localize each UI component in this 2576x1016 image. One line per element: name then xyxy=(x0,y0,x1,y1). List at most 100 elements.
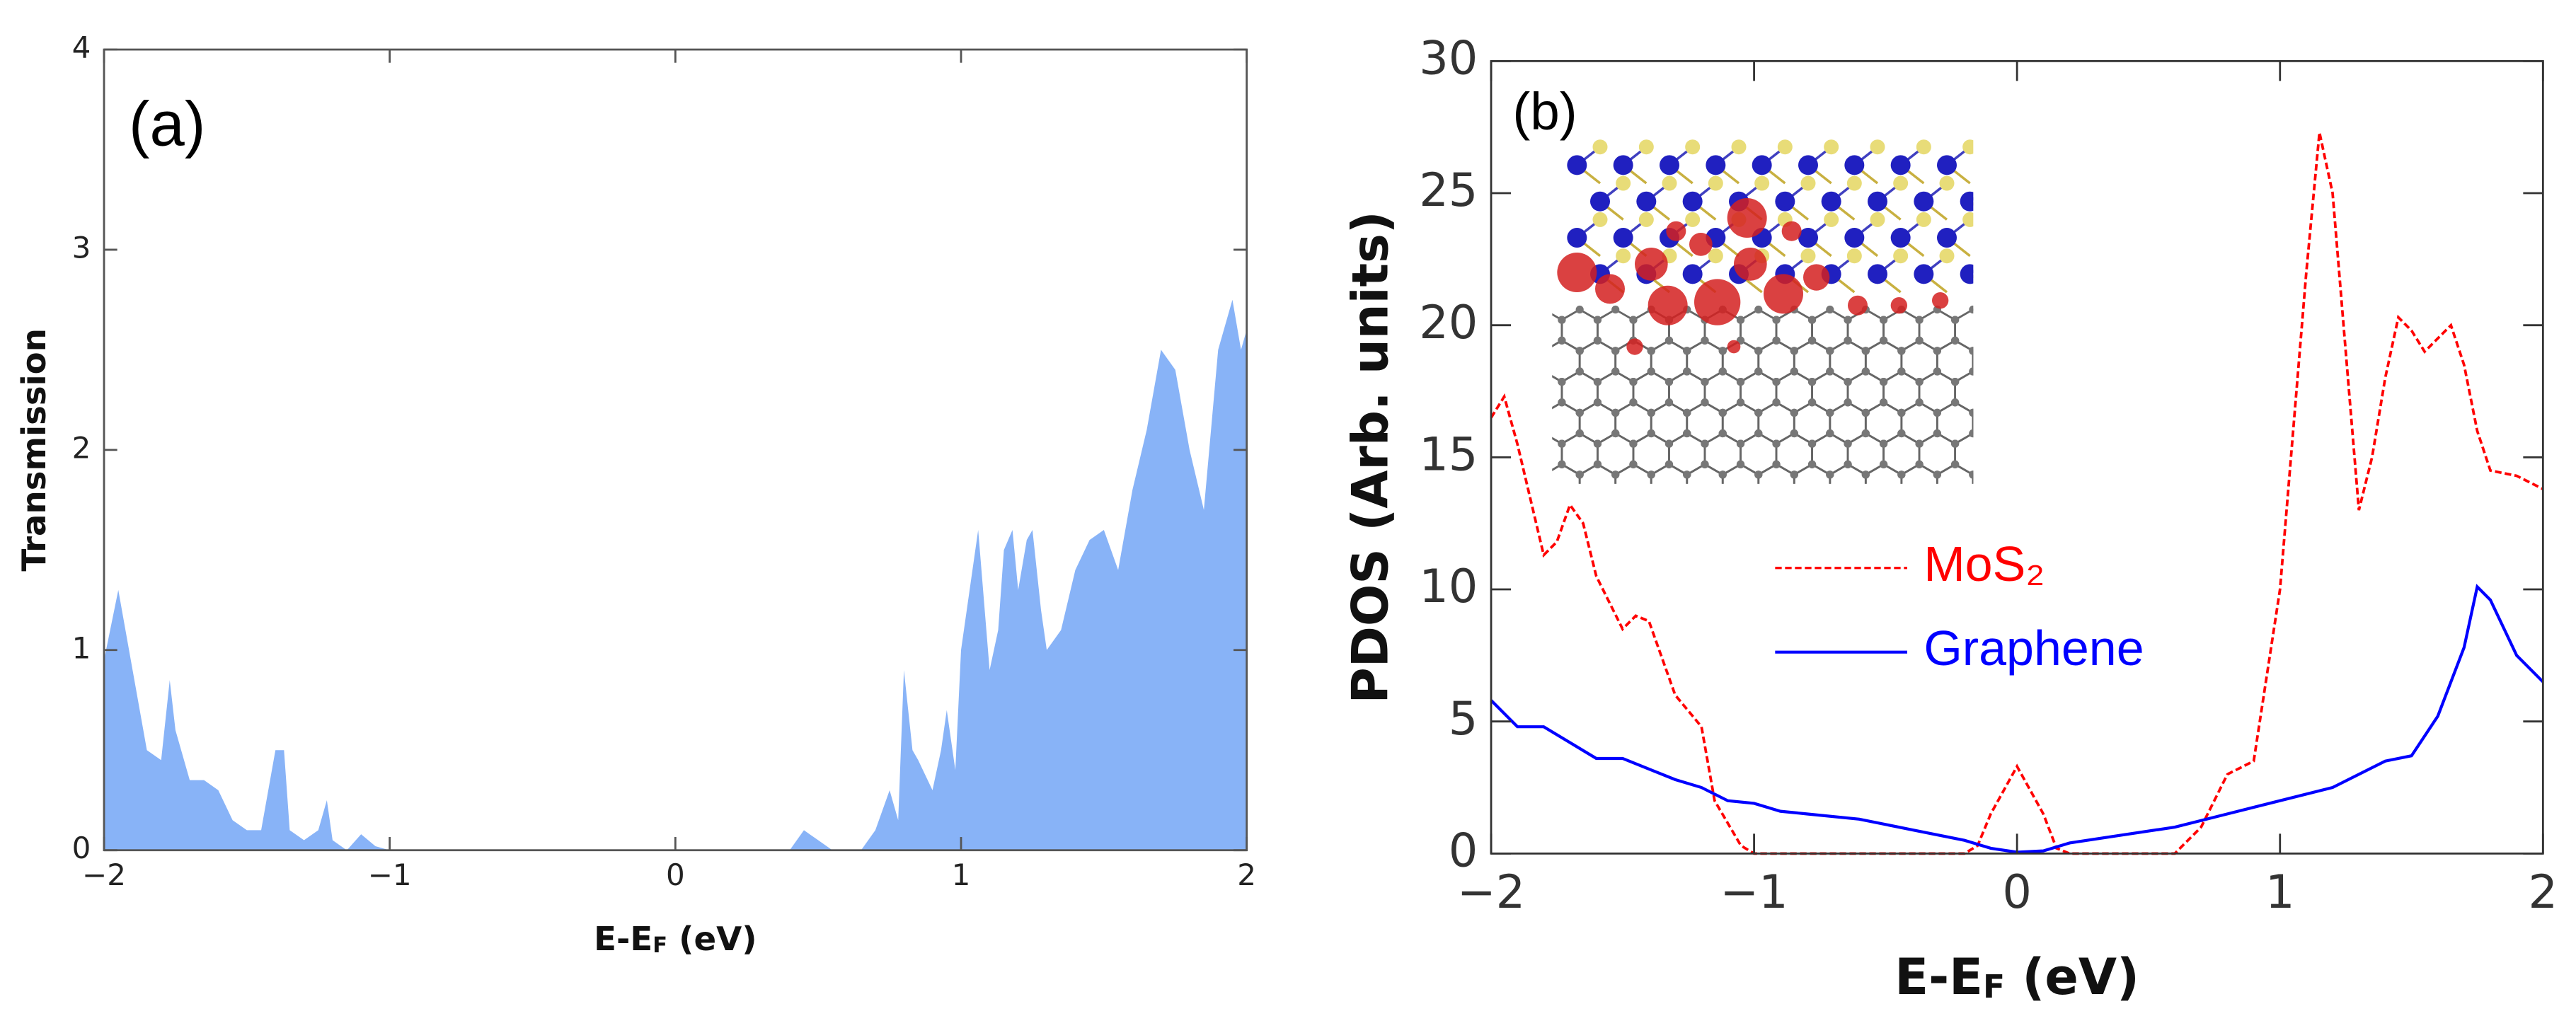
carbon-atom xyxy=(1772,398,1781,407)
charge-density xyxy=(1557,253,1597,293)
charge-density xyxy=(1727,340,1741,354)
mo-atom xyxy=(1890,155,1911,175)
carbon-atom xyxy=(1736,398,1745,407)
sulfur-atom xyxy=(1846,175,1862,191)
sulfur-atom xyxy=(1616,175,1631,191)
charge-density xyxy=(1932,292,1949,309)
carbon-atom xyxy=(1915,398,1924,407)
carbon-atom xyxy=(1772,316,1781,324)
charge-density xyxy=(1666,221,1686,241)
carbon-atom xyxy=(1593,316,1602,324)
carbon-atom xyxy=(1611,408,1620,417)
sulfur-atom xyxy=(1592,139,1608,155)
carbon-atom xyxy=(1629,378,1638,386)
carbon-atom xyxy=(1718,471,1727,479)
charge-density xyxy=(1689,233,1713,256)
carbon-atom xyxy=(1754,367,1763,376)
sulfur-atom xyxy=(1708,248,1723,264)
sulfur-atom xyxy=(1592,212,1608,227)
mo-atom xyxy=(1844,228,1865,248)
carbon-atom xyxy=(1718,367,1727,376)
charge-density xyxy=(1764,274,1803,314)
charge-density xyxy=(1890,297,1907,314)
sulfur-atom xyxy=(1731,139,1747,155)
carbon-atom xyxy=(1844,398,1852,407)
sulfur-atom xyxy=(1916,139,1931,155)
charge-density xyxy=(1781,221,1802,241)
carbon-atom xyxy=(1664,378,1674,386)
carbon-atom xyxy=(1772,336,1781,345)
carbon-atom xyxy=(1772,378,1781,386)
sulfur-atom xyxy=(1754,175,1770,191)
carbon-atom xyxy=(1790,367,1798,376)
sulfur-atom xyxy=(1824,212,1839,227)
x-tick-label: −1 xyxy=(368,858,412,892)
mo-atom xyxy=(1914,191,1934,212)
carbon-atom xyxy=(1754,305,1763,314)
carbon-atom xyxy=(1790,347,1798,355)
x-axis-label: E-EF (eV) xyxy=(594,920,757,959)
mo-atom xyxy=(1798,228,1818,248)
carbon-atom xyxy=(1879,378,1888,386)
carbon-atom xyxy=(1861,429,1870,438)
charge-density xyxy=(1848,295,1868,316)
carbon-atom xyxy=(1933,471,1941,479)
sulfur-atom xyxy=(1685,139,1701,155)
carbon-atom xyxy=(1969,429,1974,438)
carbon-atom xyxy=(1969,347,1974,355)
x-axis-label-part: F xyxy=(652,933,667,958)
legend-label: MoS₂ xyxy=(1924,536,2045,591)
carbon-atom xyxy=(1701,336,1709,345)
mo-atom xyxy=(1590,191,1610,212)
legend-label: Graphene xyxy=(1924,620,2144,676)
carbon-atom xyxy=(1844,336,1852,345)
carbon-atom xyxy=(1629,398,1638,407)
carbon-atom xyxy=(1879,336,1888,345)
carbon-atom xyxy=(1647,471,1655,479)
x-tick-label: 1 xyxy=(952,858,971,892)
carbon-atom xyxy=(1807,398,1817,407)
mo-atom xyxy=(1752,155,1772,175)
x-tick-label: 2 xyxy=(1237,858,1256,892)
mo-atom xyxy=(1567,155,1587,175)
x-tick-label: −2 xyxy=(1457,865,1525,919)
carbon-atom xyxy=(1593,439,1602,448)
carbon-atom xyxy=(1826,367,1834,376)
sulfur-atom xyxy=(1870,139,1885,155)
carbon-atom xyxy=(1718,429,1727,438)
sulfur-atom xyxy=(1893,248,1909,264)
sulfur-atom xyxy=(1962,139,1974,155)
carbon-atom xyxy=(1664,398,1674,407)
carbon-atom xyxy=(1575,347,1584,355)
x-axis-label-part: (eV) xyxy=(2005,948,2139,1006)
charge-density xyxy=(1694,279,1741,325)
carbon-atom xyxy=(1558,378,1566,386)
sulfur-atom xyxy=(1616,248,1631,264)
carbon-atom xyxy=(1558,316,1566,324)
mo-atom xyxy=(1844,155,1865,175)
x-tick-label: 0 xyxy=(666,858,685,892)
carbon-atom xyxy=(1683,367,1691,376)
sulfur-atom xyxy=(1638,139,1654,155)
carbon-atom xyxy=(1629,439,1638,448)
carbon-atom xyxy=(1969,305,1974,314)
carbon-atom xyxy=(1826,471,1834,479)
carbon-atom xyxy=(1933,429,1941,438)
mo-atom xyxy=(1636,191,1657,212)
carbon-atom xyxy=(1558,460,1566,468)
panel-label: (b) xyxy=(1512,81,1577,141)
carbon-atom xyxy=(1647,408,1655,417)
x-tick-label: 2 xyxy=(2529,865,2558,919)
carbon-atom xyxy=(1879,439,1888,448)
carbon-atom xyxy=(1915,336,1924,345)
carbon-atom xyxy=(1718,347,1727,355)
sulfur-atom xyxy=(1962,212,1974,227)
mo-atom xyxy=(1937,228,1957,248)
carbon-atom xyxy=(1701,398,1709,407)
carbon-atom xyxy=(1772,460,1781,468)
panel: −2 −1 0 1 2 0 1 2 3 4 Transmission E-EF (eV) (a) xyxy=(16,30,1256,959)
carbon-atom xyxy=(1575,305,1584,314)
x-axis-label-part: E-E xyxy=(594,920,652,959)
charge-density xyxy=(1734,248,1767,281)
